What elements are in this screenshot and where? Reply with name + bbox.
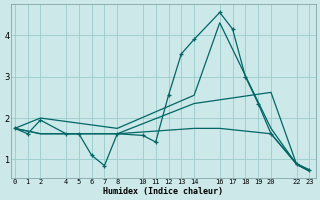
X-axis label: Humidex (Indice chaleur): Humidex (Indice chaleur) bbox=[103, 187, 223, 196]
